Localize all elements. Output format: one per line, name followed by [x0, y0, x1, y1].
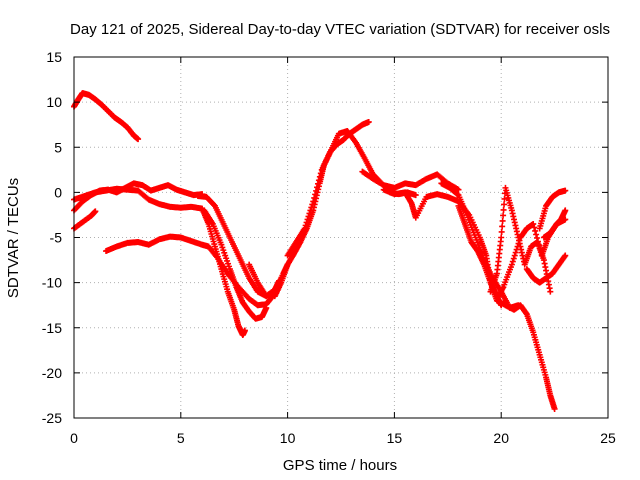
- data-point: [562, 187, 569, 194]
- data-point: [211, 201, 218, 208]
- data-point: [515, 240, 522, 247]
- series-track-7: [201, 207, 270, 322]
- data-point: [306, 210, 313, 217]
- data-point: [498, 228, 505, 235]
- data-point: [536, 245, 543, 252]
- x-tick-label: 5: [177, 430, 185, 446]
- x-tick-label: 0: [70, 430, 78, 446]
- data-point: [455, 186, 462, 193]
- series-track-14: [455, 202, 558, 412]
- y-tick-label: -10: [42, 275, 62, 291]
- data-point: [533, 231, 540, 238]
- data-point: [516, 237, 523, 244]
- data-point: [135, 136, 142, 143]
- data-point: [531, 224, 538, 231]
- y-tick-label: 5: [54, 139, 62, 155]
- x-tick-label: 10: [280, 430, 296, 446]
- series-track-1: [71, 90, 142, 143]
- data-points: [71, 90, 569, 412]
- data-point: [509, 258, 516, 265]
- series-track-5: [103, 233, 276, 309]
- y-tick-label: 0: [54, 184, 62, 200]
- data-point: [314, 180, 321, 187]
- data-point: [311, 194, 318, 201]
- y-tick-label: 15: [46, 49, 62, 65]
- series-track-4: [71, 208, 99, 232]
- data-point: [309, 201, 316, 208]
- data-point: [365, 118, 372, 125]
- data-point: [499, 217, 506, 224]
- data-point: [263, 304, 270, 311]
- data-point: [562, 252, 569, 259]
- axis-ticks: 0 5 10 15 20 25 15 10 5 0 -5 -10 -15 -20 -25: [42, 49, 616, 446]
- series-track-11: [359, 168, 462, 193]
- data-point: [307, 207, 314, 214]
- data-point: [562, 207, 569, 214]
- y-tick-label: -5: [50, 230, 63, 246]
- data-point: [530, 220, 537, 227]
- y-tick-label: 10: [46, 94, 62, 110]
- data-point: [301, 225, 308, 232]
- series-track-18: [523, 252, 569, 286]
- x-tick-label: 15: [387, 430, 403, 446]
- series-track-17: [536, 187, 569, 232]
- y-axis-label: SDTVAR / TECUs: [5, 178, 22, 298]
- data-point: [241, 327, 248, 334]
- data-point: [534, 235, 541, 242]
- data-point: [501, 195, 508, 202]
- data-point: [304, 216, 311, 223]
- data-point: [412, 192, 419, 199]
- data-point: [500, 206, 507, 213]
- x-axis-label: GPS time / hours: [283, 457, 397, 474]
- data-point: [315, 177, 322, 184]
- y-tick-label: -25: [42, 410, 62, 426]
- data-point: [534, 238, 541, 245]
- data-point: [514, 243, 521, 250]
- chart-title: Day 121 of 2025, Sidereal Day-to-day VTE…: [70, 21, 610, 38]
- data-point: [551, 405, 558, 412]
- data-point: [454, 191, 461, 198]
- data-point: [508, 261, 515, 268]
- data-point: [313, 187, 320, 194]
- grid: [74, 57, 608, 418]
- data-point: [512, 249, 519, 256]
- x-tick-label: 25: [600, 430, 616, 446]
- data-point: [498, 234, 505, 241]
- data-point: [500, 212, 507, 219]
- data-point: [302, 222, 309, 229]
- y-tick-label: -15: [42, 320, 62, 336]
- series-track-15: [487, 184, 554, 295]
- data-point: [305, 213, 312, 220]
- series-track-19: [540, 207, 569, 241]
- x-tick-label: 20: [493, 430, 509, 446]
- data-point: [303, 219, 310, 226]
- data-point: [535, 242, 542, 249]
- data-point: [513, 246, 520, 253]
- data-point: [510, 255, 517, 262]
- data-point: [314, 184, 321, 191]
- data-point: [499, 223, 506, 230]
- data-point: [316, 173, 323, 180]
- data-point: [501, 201, 508, 208]
- data-point: [312, 191, 319, 198]
- series-track-13: [438, 180, 522, 311]
- data-point: [511, 252, 518, 259]
- data-point: [308, 204, 315, 211]
- data-point: [92, 208, 99, 215]
- data-point: [310, 198, 317, 205]
- y-tick-label: -20: [42, 365, 62, 381]
- data-point: [317, 170, 324, 177]
- data-point: [547, 288, 554, 295]
- data-point: [532, 227, 539, 234]
